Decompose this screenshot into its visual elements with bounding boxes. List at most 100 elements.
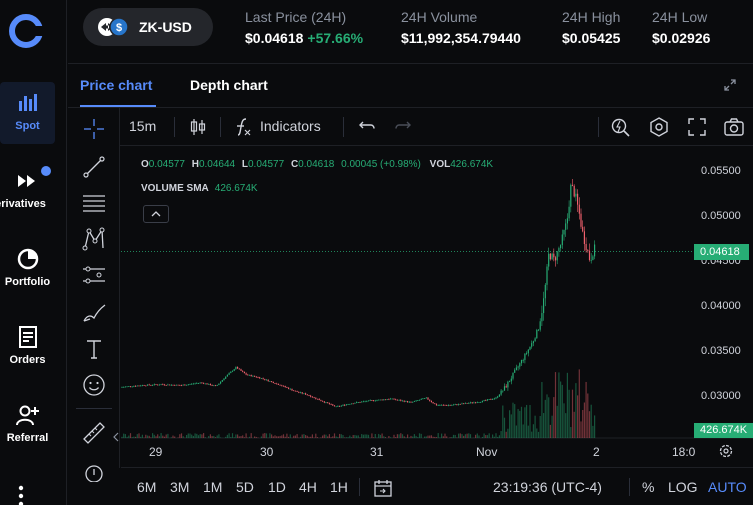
candle-body: [461, 403, 463, 405]
candle-body: [272, 381, 274, 384]
volume-bar: [592, 425, 594, 438]
volume-bar: [532, 424, 534, 438]
candle-body: [493, 398, 495, 400]
range-1d[interactable]: 1D: [268, 479, 286, 495]
expand-icon[interactable]: [723, 78, 737, 92]
volume-bar: [381, 433, 383, 438]
interval-selector[interactable]: 15m: [129, 118, 157, 134]
volume-bar: [505, 431, 507, 438]
volume-bar: [216, 435, 218, 438]
candle-body: [509, 381, 511, 383]
emoji-icon[interactable]: [81, 372, 107, 398]
pair-selector[interactable]: $ ZK-USD: [83, 8, 213, 46]
range-1m[interactable]: 1M: [203, 479, 223, 495]
volume-bar: [308, 436, 310, 438]
crosshair-icon[interactable]: [81, 116, 107, 142]
candle-body: [558, 248, 560, 252]
candle-change: 0.00045 (+0.98%): [341, 159, 421, 170]
candle-body: [526, 353, 528, 354]
candle-body: [546, 266, 548, 285]
nav-item-referral[interactable]: Referral: [0, 394, 55, 456]
range-5d[interactable]: 5D: [236, 479, 254, 495]
candle-body: [184, 384, 186, 386]
zoom-in-icon[interactable]: [81, 456, 107, 482]
horizontal-lines-icon[interactable]: [81, 190, 107, 216]
text-tool-icon[interactable]: [81, 336, 107, 362]
ruler-icon[interactable]: [81, 420, 107, 446]
candle-body: [452, 404, 455, 406]
volume-bar: [434, 436, 436, 438]
price-chart-area[interactable]: O0.04577 H0.04644 L0.04577 C0.04618 0.00…: [121, 147, 753, 467]
volume-bar: [486, 435, 489, 438]
candle-body: [216, 385, 218, 386]
volume-bar: [322, 435, 324, 438]
nav-item-orders[interactable]: Orders: [0, 316, 55, 378]
candle-body: [163, 384, 166, 386]
calendar-goto-icon[interactable]: [373, 478, 393, 498]
more-vertical-icon[interactable]: [18, 484, 24, 505]
tools-divider: [76, 408, 112, 409]
range-1h[interactable]: 1H: [330, 479, 348, 495]
y-tick: 0.03000: [701, 390, 741, 402]
volume-bar: [543, 413, 545, 438]
tab-price-chart[interactable]: Price chart: [80, 77, 153, 93]
candle-body: [497, 396, 499, 398]
candle-body: [544, 284, 546, 299]
tab-depth-chart[interactable]: Depth chart: [190, 77, 268, 93]
collapse-legend-button[interactable]: [143, 205, 169, 223]
volume-bar: [352, 435, 354, 438]
candle-body: [254, 375, 256, 377]
nav-item-portfolio[interactable]: Portfolio: [0, 238, 55, 300]
drawing-tools: [68, 108, 120, 482]
clock-timezone[interactable]: 23:19:36 (UTC-4): [493, 479, 602, 495]
volume-bar: [276, 436, 278, 438]
volume-bar: [233, 437, 235, 438]
volume-bar: [458, 433, 460, 438]
volume-bar: [337, 436, 339, 438]
settings-hexagon-icon[interactable]: [648, 116, 670, 138]
auto-toggle[interactable]: AUTO: [708, 479, 747, 495]
candle-body: [551, 253, 553, 260]
candle-body: [568, 206, 570, 219]
candle-body: [293, 390, 295, 392]
range-4h[interactable]: 4H: [299, 479, 317, 495]
candle-body: [573, 185, 575, 197]
left-nav: Spot erivatives Portfolio Orders Ref: [0, 0, 67, 505]
projection-tool-icon[interactable]: [81, 262, 107, 288]
volume-bar: [141, 434, 143, 438]
brush-icon[interactable]: [81, 300, 107, 326]
redo-icon[interactable]: [393, 116, 415, 138]
percent-toggle[interactable]: %: [642, 479, 655, 495]
candle-body: [213, 385, 215, 387]
nav-item-spot[interactable]: Spot: [0, 82, 55, 144]
nav-item-derivatives[interactable]: erivatives: [0, 160, 55, 222]
quick-search-icon[interactable]: [609, 116, 631, 138]
candle-body: [376, 400, 378, 401]
volume-bar: [167, 433, 169, 438]
fullscreen-icon[interactable]: [686, 116, 708, 138]
range-3m[interactable]: 3M: [170, 479, 190, 495]
high-stat: 24H High $0.05425: [562, 9, 620, 46]
y-tick: 0.03500: [701, 345, 741, 357]
candle-body: [347, 404, 349, 405]
coinbase-logo-icon[interactable]: [9, 14, 43, 48]
candle-body: [337, 406, 339, 407]
log-toggle[interactable]: LOG: [668, 479, 698, 495]
volume-bar: [211, 436, 213, 438]
undo-icon[interactable]: [355, 116, 377, 138]
pattern-tool-icon[interactable]: [81, 226, 107, 252]
volume-bar: [299, 436, 302, 438]
camera-icon[interactable]: [723, 116, 745, 138]
candle-body: [352, 403, 354, 405]
candle-body: [170, 384, 172, 386]
nav-label-orders: Orders: [9, 354, 46, 366]
volume-bar: [208, 436, 210, 438]
candlestick-chart[interactable]: [121, 147, 753, 467]
range-6m[interactable]: 6M: [137, 479, 157, 495]
candlestick-type-icon[interactable]: [187, 116, 209, 138]
collapse-tools-icon[interactable]: [112, 430, 120, 444]
axis-settings-icon[interactable]: [718, 443, 734, 459]
volume-bar: [140, 436, 142, 438]
candle-body: [495, 397, 497, 399]
trend-line-icon[interactable]: [81, 154, 107, 180]
